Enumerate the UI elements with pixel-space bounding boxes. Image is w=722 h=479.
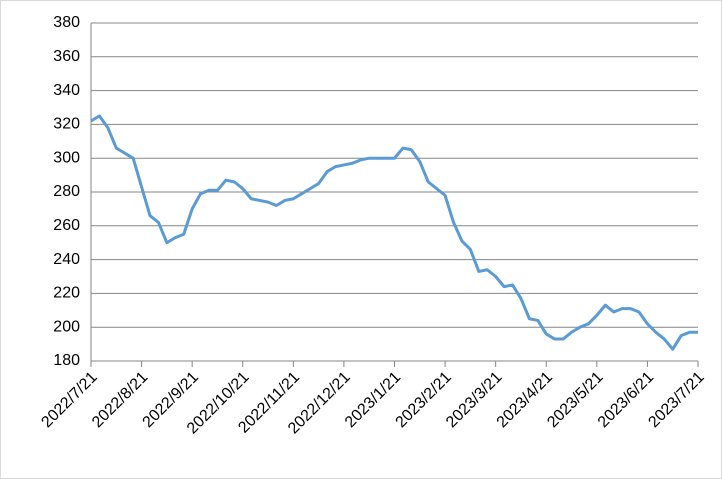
y-tick-label: 260 — [53, 217, 80, 234]
y-tick-label: 340 — [53, 82, 80, 99]
y-tick-label: 200 — [53, 318, 80, 335]
data-line — [90, 114, 698, 351]
y-tick-label: 300 — [53, 149, 80, 166]
y-tick-label: 360 — [53, 48, 80, 65]
y-tick-label: 180 — [53, 352, 80, 369]
y-tick-label: 280 — [53, 183, 80, 200]
y-tick-label: 240 — [53, 251, 80, 268]
y-tick-label: 220 — [53, 285, 80, 302]
y-tick-label: 380 — [53, 14, 80, 31]
y-tick-label: 320 — [53, 116, 80, 133]
